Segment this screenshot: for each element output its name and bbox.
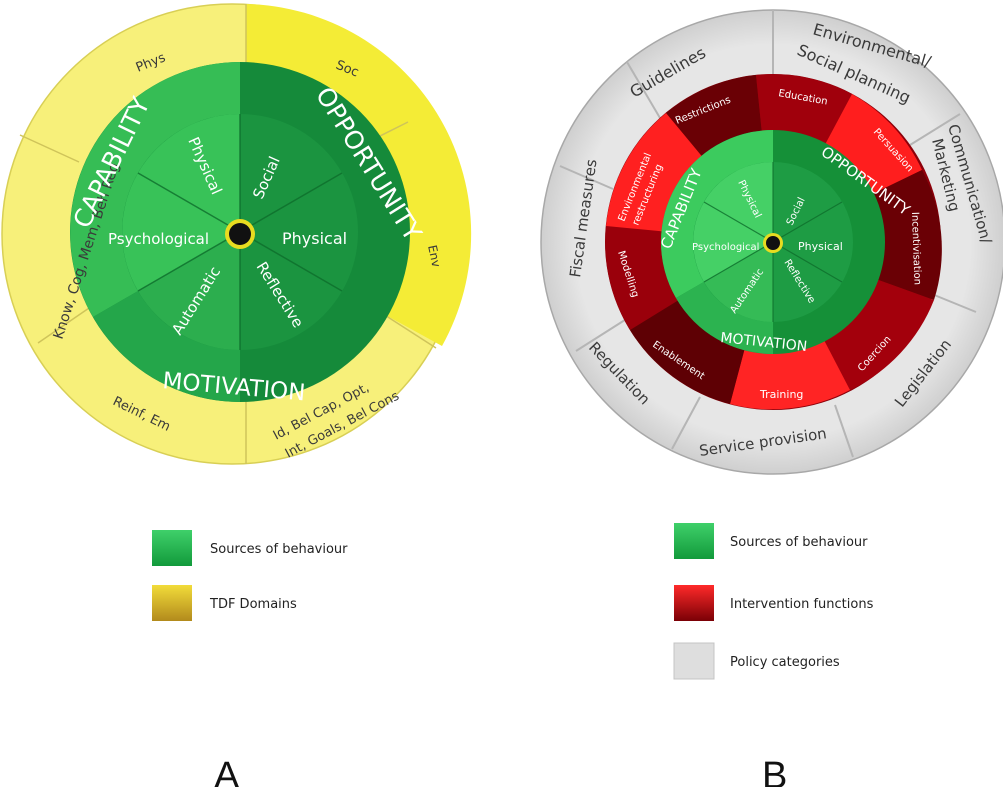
legend-b-swatch-interventions xyxy=(674,585,714,621)
legend-b-label-interventions: Intervention functions xyxy=(730,597,874,612)
wheel-hub xyxy=(229,223,251,245)
psychological-capability-label: Psychological xyxy=(108,230,209,248)
intervention-incentivisation-label: Incentivisation xyxy=(909,212,923,286)
tdf-env-label: Env xyxy=(425,244,443,269)
panel-b-letter: B xyxy=(762,755,787,787)
intervention-training-label: Training xyxy=(759,388,803,401)
panel-a-legend: Sources of behaviour TDF Domains xyxy=(152,530,348,621)
legend-label-sources: Sources of behaviour xyxy=(210,542,348,557)
panel-b-wheel: Fiscal measures Guidelines Environmental… xyxy=(540,9,1003,475)
legend-label-tdf: TDF Domains xyxy=(209,597,297,612)
legend-b-swatch-policy xyxy=(673,642,715,680)
panel-a-letter: A xyxy=(214,755,240,787)
legend-b-swatch-sources xyxy=(674,523,714,559)
physical-opportunity-label: Physical xyxy=(282,229,347,248)
wheel-b-hub xyxy=(766,236,780,250)
legend-swatch-sources xyxy=(152,530,192,566)
tdf-opportunity-band xyxy=(246,4,472,346)
physical-opportunity-label-b: Physical xyxy=(798,240,843,253)
legend-b-label-policy: Policy categories xyxy=(730,655,840,670)
legend-swatch-tdf xyxy=(152,585,192,621)
panel-b-legend: Sources of behaviour Intervention functi… xyxy=(673,523,874,680)
psychological-capability-label-b: Psychological xyxy=(692,242,759,253)
panel-a-wheel: Phys Soc Env Know, Cog, Mem, Beh Reg Rei… xyxy=(1,3,472,465)
legend-b-label-sources: Sources of behaviour xyxy=(730,535,868,550)
